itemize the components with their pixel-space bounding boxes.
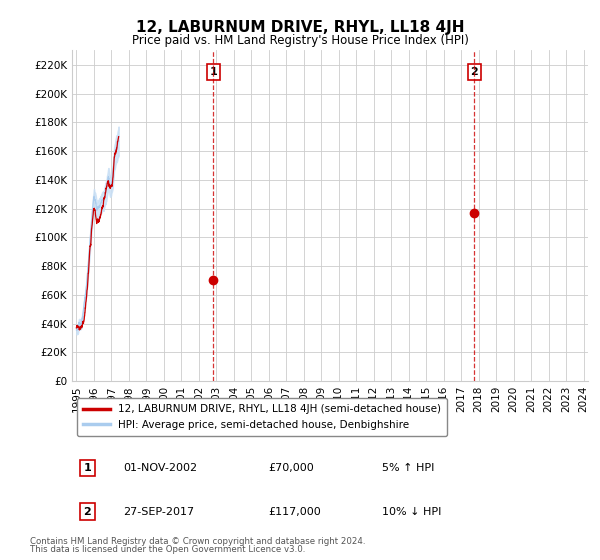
Text: 27-SEP-2017: 27-SEP-2017 xyxy=(124,507,195,516)
Text: £70,000: £70,000 xyxy=(268,463,314,473)
Legend: 12, LABURNUM DRIVE, RHYL, LL18 4JH (semi-detached house), HPI: Average price, se: 12, LABURNUM DRIVE, RHYL, LL18 4JH (semi… xyxy=(77,398,447,436)
Text: 2: 2 xyxy=(83,507,91,516)
Text: 1: 1 xyxy=(209,67,217,77)
Text: 5% ↑ HPI: 5% ↑ HPI xyxy=(382,463,434,473)
Text: 2: 2 xyxy=(470,67,478,77)
Text: £117,000: £117,000 xyxy=(268,507,321,516)
Text: This data is licensed under the Open Government Licence v3.0.: This data is licensed under the Open Gov… xyxy=(30,545,305,554)
Text: 1: 1 xyxy=(83,463,91,473)
Text: 10% ↓ HPI: 10% ↓ HPI xyxy=(382,507,441,516)
Text: Price paid vs. HM Land Registry's House Price Index (HPI): Price paid vs. HM Land Registry's House … xyxy=(131,34,469,46)
Text: 01-NOV-2002: 01-NOV-2002 xyxy=(124,463,198,473)
Text: Contains HM Land Registry data © Crown copyright and database right 2024.: Contains HM Land Registry data © Crown c… xyxy=(30,537,365,546)
Text: 12, LABURNUM DRIVE, RHYL, LL18 4JH: 12, LABURNUM DRIVE, RHYL, LL18 4JH xyxy=(136,20,464,35)
